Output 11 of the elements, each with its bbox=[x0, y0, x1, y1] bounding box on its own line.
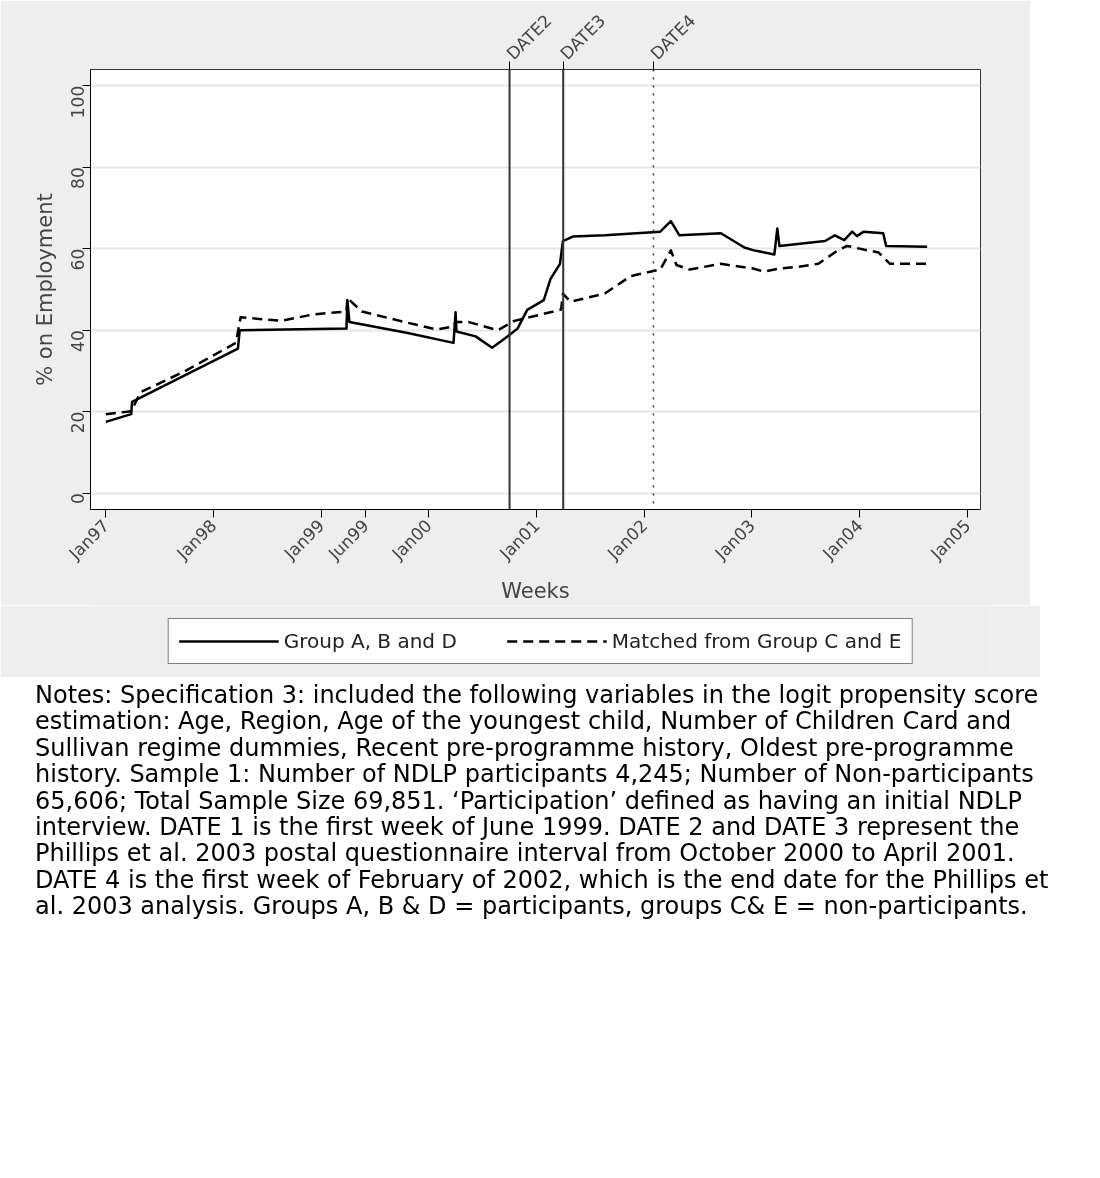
legend-label: Group A, B and D bbox=[283, 629, 457, 653]
y-axis-title: % on Employment bbox=[32, 193, 57, 386]
x-axis-title: Weeks bbox=[501, 578, 570, 603]
legend-label: Matched from Group C and E bbox=[611, 629, 902, 653]
y-tick-label: 60 bbox=[68, 248, 88, 271]
y-tick-label: 0 bbox=[68, 493, 88, 505]
text: Notes: Specification 3: included the following variables in the logit propensity score estimation: Age, Region, Age of the youngest child, Number of Children Card and Sullivan regime dummies, Recent pre-programme history, Oldest pre-programme history. Sample 1: Number of NDLP participants 4,245; Number of Non-participants 65,606; Total Sample Size 69,851. ‘Participation’ defined as having an initial NDLP interview. DATE 1 is the first week of June 1999. DATE 2 and DATE 3 represent the Phillips et al. 2003 postal questionnaire interval from October 2000 to April 2001. DATE 4 is the first week of February of 2002, which is the end date for the Phillips et al. 2003 analysis. Groups A, B & D = participants, groups C& E = non-participants. bbox=[35, 681, 1049, 921]
y-tick-label: 40 bbox=[68, 330, 88, 352]
y-tick-label: 100 bbox=[68, 85, 88, 119]
y-tick-label: 20 bbox=[68, 411, 88, 434]
y-tick-label: 80 bbox=[68, 167, 88, 189]
